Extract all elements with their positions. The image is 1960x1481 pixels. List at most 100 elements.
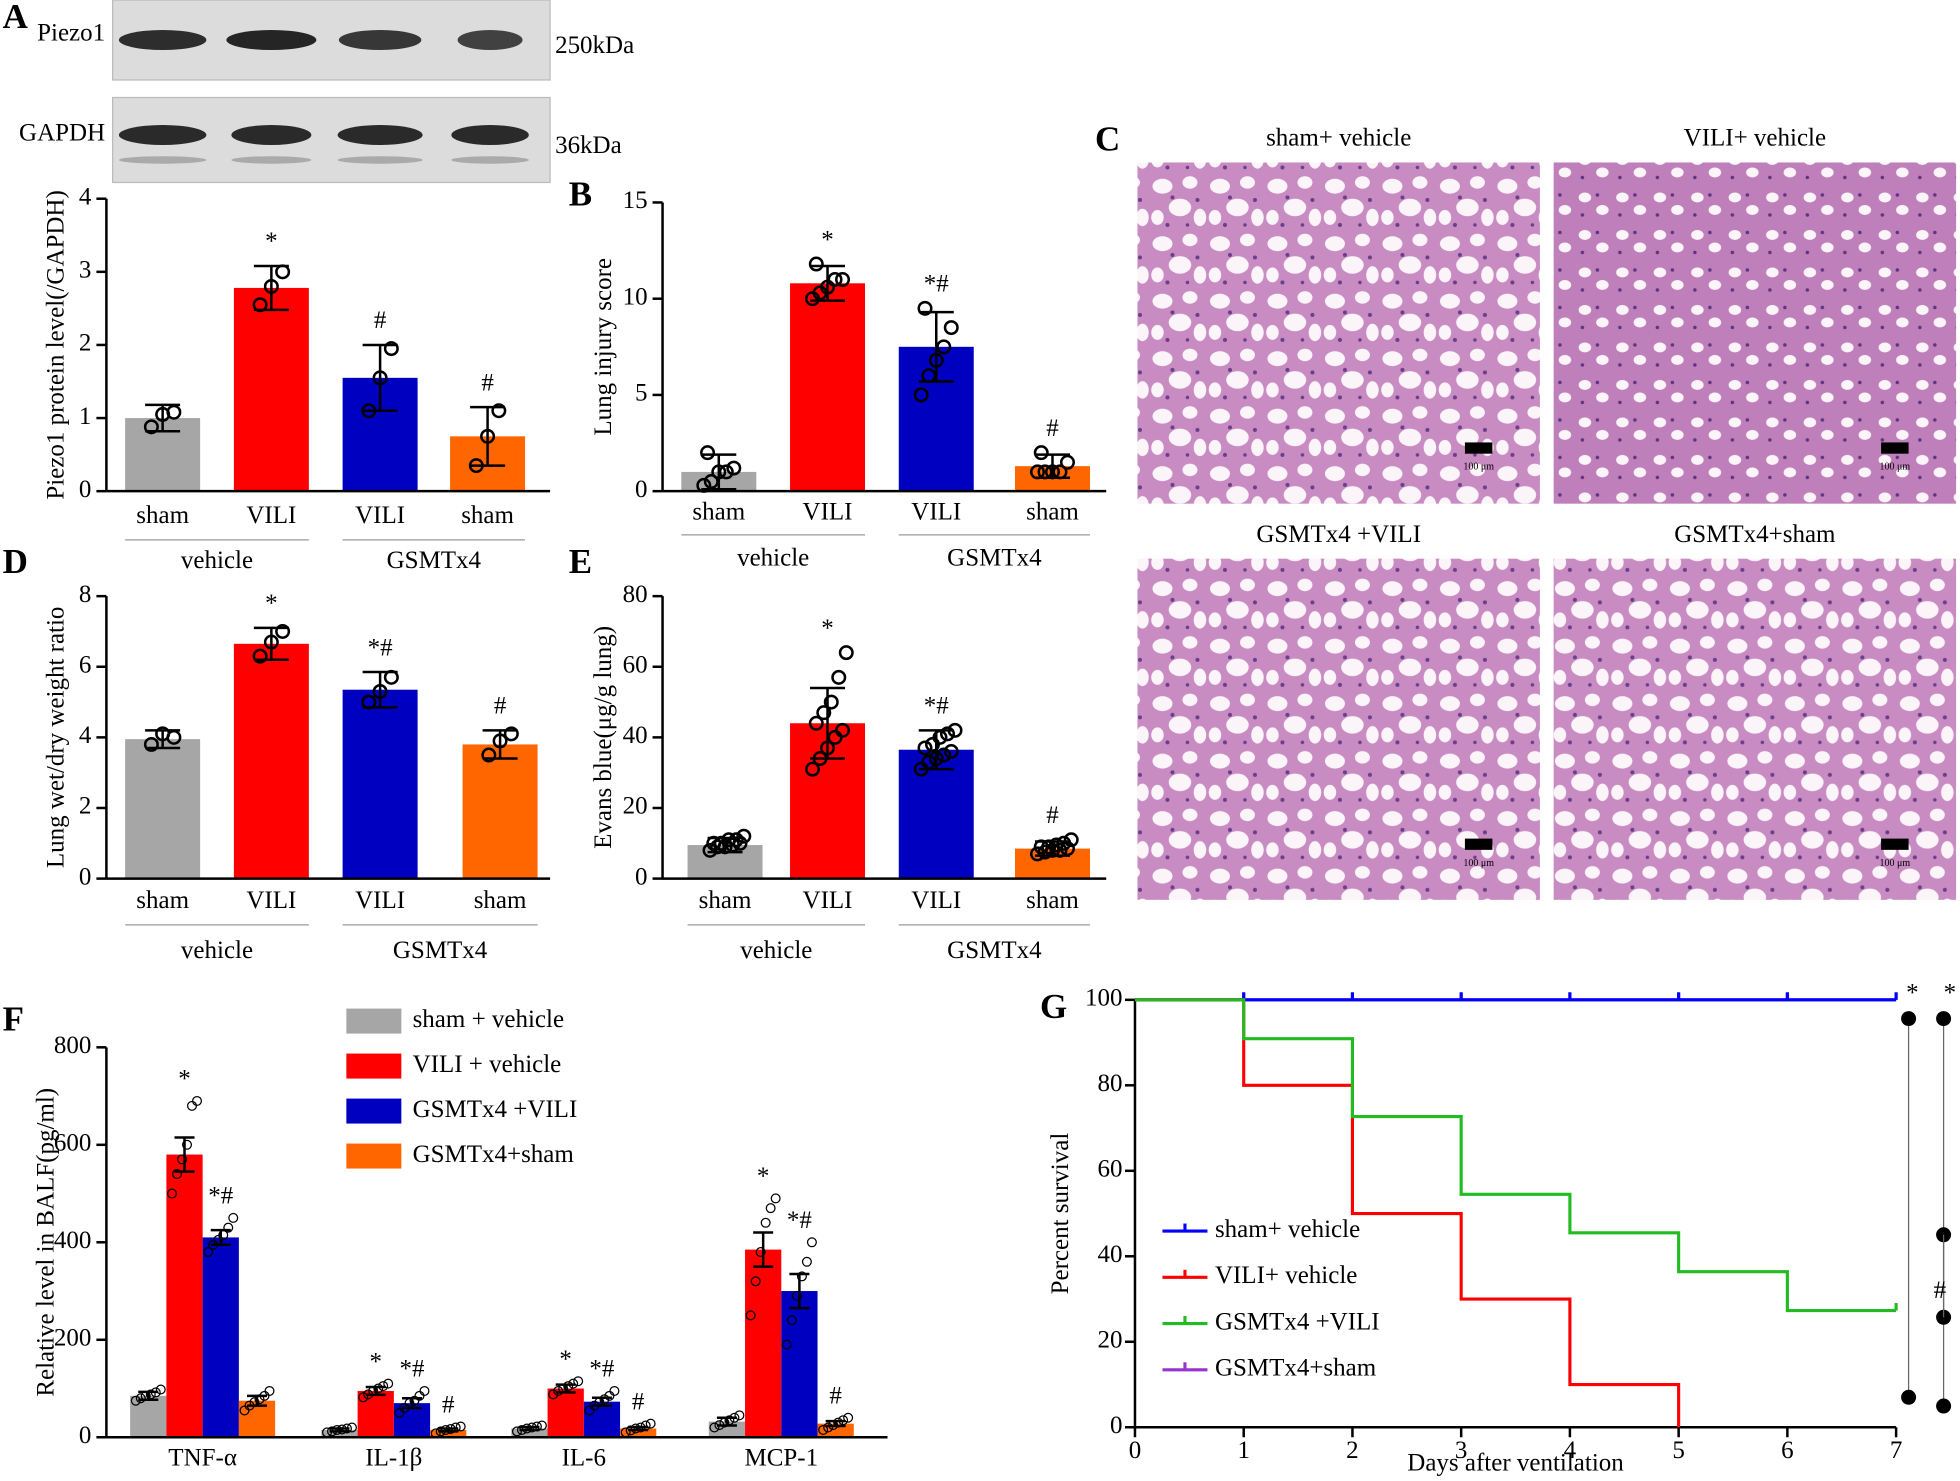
significance-label: # (1046, 415, 1059, 442)
x-tick-label: TNF-α (168, 1444, 237, 1471)
x-tick-label: sham (1026, 887, 1079, 914)
panel-label: B (569, 174, 592, 213)
y-tick-label: 0 (635, 863, 647, 890)
data-point (805, 761, 821, 777)
significance-label: # (829, 1382, 842, 1409)
significance-label: * (369, 1348, 382, 1375)
data-point (1041, 839, 1057, 855)
data-point (155, 1384, 166, 1395)
data-point (921, 368, 937, 384)
group-label: vehicle (181, 937, 253, 964)
data-point (182, 1139, 193, 1150)
bar (342, 689, 418, 879)
x-tick-label: 4 (1564, 1437, 1577, 1464)
data-point (936, 747, 952, 763)
data-point (823, 1422, 834, 1433)
legend-label: GSMTx4 +VILI (1215, 1308, 1380, 1335)
bar (233, 287, 309, 492)
y-tick-label: 2 (79, 793, 92, 820)
blot-band (118, 29, 207, 50)
data-point (372, 683, 388, 699)
data-point (710, 839, 726, 855)
blot-band (337, 124, 423, 145)
data-point (808, 715, 824, 731)
data-point (252, 648, 268, 664)
legend-swatch (346, 1098, 402, 1124)
blot-band-faint (231, 156, 312, 164)
significance-label: * (1944, 980, 1957, 1007)
data-point (812, 751, 828, 767)
y-axis-label: Relative level in BALF(pg/ml) (32, 1088, 59, 1397)
data-point (1044, 464, 1060, 480)
group-label: vehicle (740, 937, 812, 964)
data-point (492, 733, 508, 749)
y-axis-label: Lung wet/dry weight ratio (42, 607, 69, 869)
data-point (1037, 464, 1053, 480)
significance-label: # (1934, 1277, 1947, 1304)
data-point (536, 1420, 547, 1431)
data-point (728, 832, 744, 848)
significance-label: * (1906, 980, 1919, 1007)
y-tick-label: 3 (79, 257, 92, 284)
bar (620, 1428, 657, 1438)
panel-label: D (3, 542, 28, 581)
data-point (511, 1426, 522, 1437)
x-tick-label: VILI (803, 498, 853, 525)
data-point (827, 271, 843, 287)
data-point (709, 1422, 720, 1433)
data-point (835, 271, 851, 287)
blot-band (231, 124, 312, 145)
data-point (943, 743, 959, 759)
x-tick-label: VILI (246, 502, 296, 529)
legend-label: GSMTx4 +VILI (413, 1096, 578, 1123)
data-point (372, 370, 388, 386)
bar (125, 739, 201, 879)
data-point (263, 278, 279, 294)
bar (357, 1390, 394, 1438)
significance-label: *# (924, 271, 949, 298)
x-tick-label: sham (1026, 498, 1079, 525)
y-axis-label: Lung injury score (590, 258, 617, 436)
data-point (358, 1392, 369, 1403)
y-tick-label: 600 (54, 1130, 91, 1157)
legend-swatch (346, 1053, 402, 1079)
y-tick-label: 1 (79, 403, 92, 430)
y-tick-label: 4 (79, 722, 92, 749)
legend-label: GSMTx4+sham (1215, 1355, 1377, 1382)
scale-bar-label: 100 μm (1463, 858, 1494, 869)
y-tick-label: 20 (623, 793, 648, 820)
data-point (1029, 464, 1045, 480)
data-point (706, 835, 722, 851)
x-tick-label: VILI (355, 887, 405, 914)
y-tick-label: 800 (54, 1032, 91, 1059)
x-axis-label: Days after ventilation (1407, 1449, 1624, 1476)
group-label: GSMTx4 (387, 547, 482, 574)
significance-label: *# (589, 1356, 614, 1383)
data-point (548, 1389, 559, 1400)
histology-title: VILI+ vehicle (1684, 125, 1826, 152)
y-tick-label: 4 (79, 183, 92, 210)
data-point (143, 736, 159, 752)
y-tick-label: 100 (1085, 985, 1122, 1012)
legend-label: VILI+ vehicle (1215, 1262, 1357, 1289)
blot-band (338, 29, 422, 50)
y-tick-label: 8 (79, 581, 92, 608)
data-point (928, 751, 944, 767)
y-tick-label: 60 (623, 651, 648, 678)
significance-label: *# (208, 1183, 233, 1210)
blot-band (118, 124, 207, 145)
data-point (573, 1376, 584, 1387)
x-tick-label: VILI (803, 887, 853, 914)
y-tick-label: 10 (623, 283, 648, 310)
x-tick-label: sham (136, 502, 189, 529)
significance-label: * (821, 615, 834, 642)
panel-label: G (1040, 987, 1067, 1026)
legend-label: GSMTx4+sham (413, 1141, 575, 1168)
data-point (760, 1217, 771, 1228)
data-point (468, 458, 484, 474)
y-tick-label: 60 (1097, 1156, 1122, 1183)
significance-label: # (442, 1391, 455, 1418)
data-point (609, 1385, 620, 1396)
data-point (263, 634, 279, 650)
x-tick-label: 5 (1672, 1437, 1685, 1464)
